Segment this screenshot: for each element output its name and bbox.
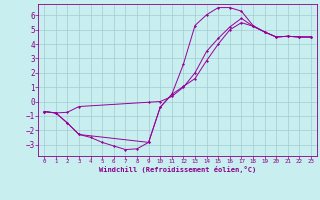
X-axis label: Windchill (Refroidissement éolien,°C): Windchill (Refroidissement éolien,°C): [99, 166, 256, 173]
